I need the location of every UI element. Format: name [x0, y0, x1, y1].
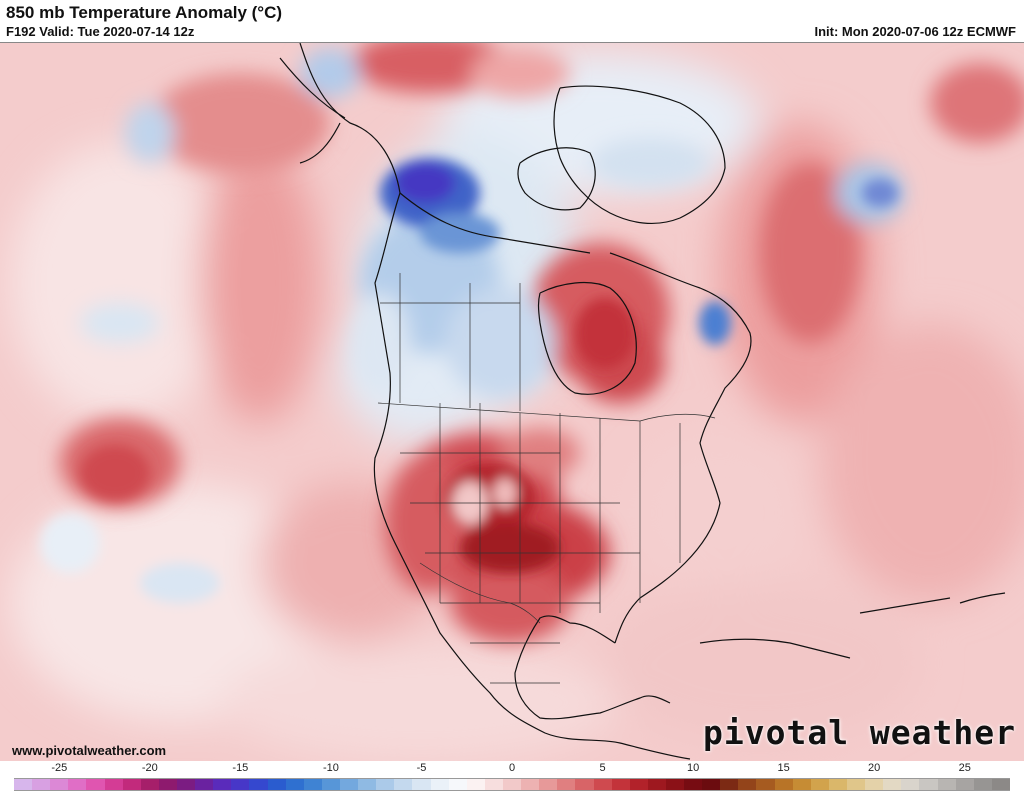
colorbar-swatch — [140, 779, 159, 790]
colorbar-swatch — [684, 779, 703, 790]
map-canvas — [0, 43, 1024, 761]
colorbar-swatch — [68, 779, 87, 790]
colorbar-swatch — [557, 779, 576, 790]
colorbar-tick-label: 0 — [508, 762, 516, 774]
colorbar-swatch — [14, 779, 33, 790]
colorbar-swatch — [847, 779, 866, 790]
colorbar-swatch — [575, 779, 594, 790]
colorbar-swatch — [466, 779, 485, 790]
political-borders — [377, 273, 716, 684]
colorbar-tick-label: 5 — [599, 762, 606, 774]
colorbar-swatch — [593, 779, 612, 790]
colorbar-swatch — [539, 779, 558, 790]
colorbar-swatch — [973, 779, 992, 790]
colorbar-swatch — [810, 779, 829, 790]
colorbar-legend: -25 -20 -15 -10 -5 0 5 10 15 20 25 — [14, 760, 1011, 791]
colorbar-swatch — [448, 779, 467, 790]
colorbar-swatch — [249, 779, 268, 790]
anomaly-field-cores — [40, 158, 898, 603]
colorbar-swatch — [647, 779, 666, 790]
colorbar-swatch — [195, 779, 214, 790]
colorbar-swatch — [122, 779, 141, 790]
map-header: 850 mb Temperature Anomaly (°C) F192 Val… — [0, 0, 1024, 42]
colorbar-swatch — [611, 779, 630, 790]
colorbar-swatch — [665, 779, 685, 790]
pivotal-weather-logo: pivotal weather — [702, 713, 1016, 752]
colorbar-swatch — [720, 779, 739, 790]
colorbar-swatch — [32, 779, 51, 790]
colorbar-swatch — [756, 779, 775, 790]
colorbar-swatch — [86, 779, 105, 790]
colorbar-swatch — [828, 779, 848, 790]
colorbar-tick-label: -15 — [232, 762, 249, 774]
colorbar-tick-label: -10 — [322, 762, 339, 774]
colorbar-tick-label: 10 — [686, 762, 700, 774]
colorbar-swatch — [629, 779, 648, 790]
colorbar-tick-label: 15 — [777, 762, 790, 774]
colorbar-swatch — [955, 779, 974, 790]
colorbar-swatch — [412, 779, 431, 790]
colorbar-tick-label: -20 — [141, 762, 158, 774]
colorbar-swatch — [285, 779, 304, 790]
colorbar-swatch — [321, 779, 340, 790]
colorbar-swatch — [158, 779, 177, 790]
colorbar-scale — [14, 778, 1011, 791]
valid-time-label: F192 Valid: Tue 2020-07-14 12z — [6, 24, 195, 39]
colorbar-tick-label: -25 — [51, 762, 68, 774]
colorbar-swatch — [50, 779, 69, 790]
map-title: 850 mb Temperature Anomaly (°C) — [6, 3, 283, 22]
colorbar-swatch — [358, 779, 377, 790]
colorbar-tick-label: 25 — [958, 762, 971, 774]
colorbar-swatch — [774, 779, 793, 790]
coastlines — [279, 43, 1006, 760]
colorbar-swatch — [394, 779, 413, 790]
colorbar-swatch — [792, 779, 811, 790]
website-url: www.pivotalweather.com — [12, 743, 167, 758]
colorbar-swatch — [231, 779, 250, 790]
colorbar-swatch — [919, 779, 938, 790]
colorbar-swatch — [502, 779, 522, 790]
colorbar-swatch — [521, 779, 540, 790]
colorbar-tick-label: -5 — [416, 762, 427, 774]
colorbar-swatch — [484, 779, 503, 790]
colorbar-swatch — [339, 779, 359, 790]
init-time-label: Init: Mon 2020-07-06 12z ECMWF — [814, 24, 1016, 39]
colorbar-swatch — [865, 779, 884, 790]
colorbar-swatch — [702, 779, 721, 790]
colorbar-swatch — [991, 779, 1011, 790]
colorbar-swatch — [176, 779, 196, 790]
colorbar-swatch — [104, 779, 123, 790]
colorbar-swatch — [376, 779, 395, 790]
colorbar-swatch — [303, 779, 322, 790]
colorbar-swatch — [738, 779, 757, 790]
colorbar-swatch — [937, 779, 956, 790]
colorbar-tick-label: 20 — [868, 762, 881, 774]
colorbar-swatch — [883, 779, 902, 790]
colorbar-swatch — [213, 779, 232, 790]
colorbar-swatch — [267, 779, 286, 790]
colorbar-swatch — [901, 779, 920, 790]
colorbar-swatch — [430, 779, 449, 790]
anomaly-map — [0, 42, 1024, 761]
